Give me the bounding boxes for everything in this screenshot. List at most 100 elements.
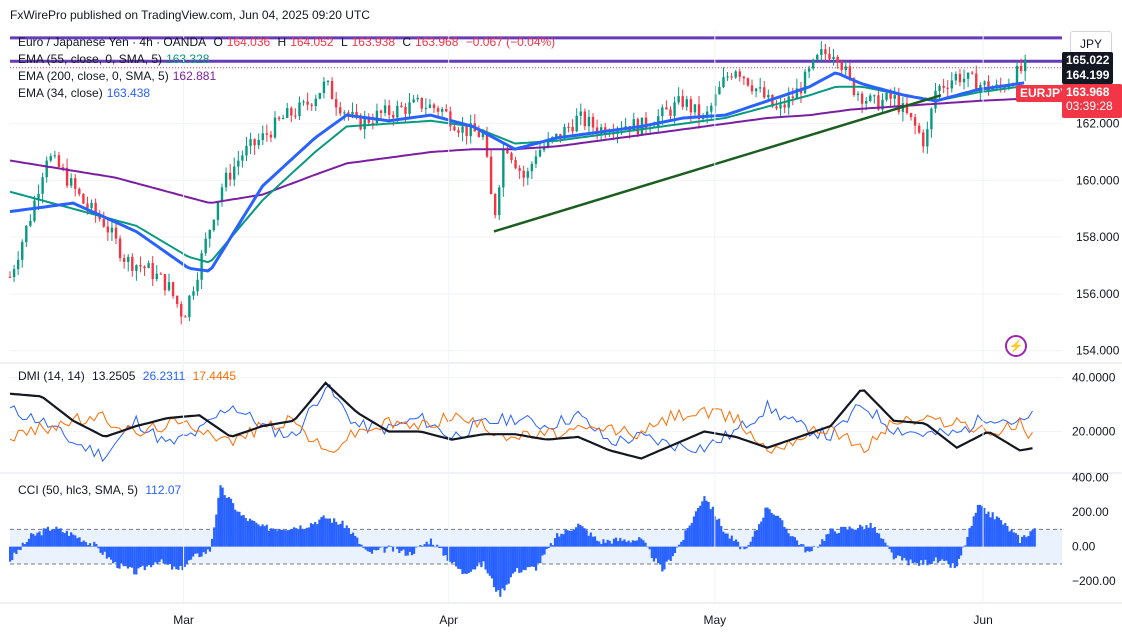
cci-bar (880, 538, 883, 547)
cci-bar (124, 546, 127, 567)
cci-bar (383, 546, 386, 553)
candle-body (538, 149, 542, 157)
cci-bar (768, 509, 771, 547)
cci-bar (259, 526, 262, 547)
symbol-tag: EURJPY (1016, 85, 1073, 102)
cci-bar (25, 541, 29, 547)
candle-body (893, 95, 896, 99)
cci-bar (678, 544, 681, 547)
cci-bar (486, 546, 489, 574)
cci-bar (646, 546, 649, 548)
cci-bar (718, 518, 721, 547)
cci-bar (51, 529, 54, 547)
cci-bar (806, 546, 809, 551)
cci-bar (816, 546, 820, 548)
candle-body (705, 111, 709, 116)
cci-legend[interactable]: CCI (50, hlc3, SMA, 5) 112.07 (18, 483, 182, 497)
candle-body (583, 111, 587, 127)
cci-bar (324, 518, 327, 547)
cci-bar (516, 546, 519, 569)
cci-bar (99, 546, 102, 553)
cci-bar (13, 546, 16, 553)
cci-bar (278, 529, 281, 547)
ema34-legend[interactable]: EMA (34, close) 163.438 (18, 86, 151, 100)
candle-body (188, 295, 191, 318)
cci-bar (791, 536, 794, 547)
price-tick-label: 156.000 (1076, 287, 1120, 301)
dmi-legend[interactable]: DMI (14, 14) 13.2505 26.2311 17.4445 (18, 369, 236, 383)
candle-body (595, 127, 599, 134)
candle-body (281, 117, 285, 120)
cci-bar (34, 535, 37, 547)
cci-bar (333, 518, 336, 547)
cci-bar (223, 495, 226, 547)
cci-bar (61, 532, 64, 547)
cci-bar (126, 546, 130, 569)
cci-bar (934, 546, 937, 558)
cci-bar (852, 529, 855, 547)
cci-bar (758, 524, 761, 547)
cci-bar (625, 541, 628, 547)
candle-body (208, 229, 211, 239)
cci-bar (688, 525, 691, 547)
cci-bar (593, 536, 597, 547)
cci-bar (166, 546, 169, 565)
cci-bar (539, 546, 542, 564)
cci-bar (196, 546, 199, 554)
candle-body (404, 106, 407, 114)
cci-bar (747, 544, 750, 547)
cci-bar (419, 545, 422, 547)
cci-bar (269, 528, 273, 547)
candle-body (824, 49, 827, 55)
candle-body (237, 160, 240, 167)
candle-body (689, 99, 693, 113)
cci-bar (457, 546, 460, 569)
candle-body (1007, 84, 1011, 89)
candle-body (864, 100, 868, 104)
cci-bar (924, 546, 927, 560)
candle-body (522, 170, 525, 178)
cci-bar (795, 540, 799, 547)
cci-bar (766, 507, 769, 547)
cci-bar (133, 546, 136, 575)
cci-bar (36, 532, 39, 547)
candle-body (261, 133, 264, 140)
bolt-icon[interactable]: ⚡ (1005, 335, 1027, 357)
cci-bar (705, 500, 708, 547)
candle-body (938, 85, 941, 91)
cci-bar (366, 546, 369, 552)
candle-body (718, 87, 721, 95)
candle-body (546, 139, 550, 147)
cci-bar (217, 497, 220, 547)
ema200-legend[interactable]: EMA (200, close, 0, SMA, 5) 162.881 (18, 69, 217, 83)
cci-bar (225, 497, 228, 547)
cci-bar (762, 517, 765, 547)
ema34-value: 163.438 (106, 86, 151, 100)
candle-body (750, 85, 754, 92)
candle-body (228, 172, 232, 180)
candle-body (392, 114, 395, 118)
candle-body (135, 265, 138, 271)
cci-bar (743, 546, 746, 550)
cci-bar (842, 526, 845, 547)
candle-body (294, 115, 297, 117)
ema55-legend[interactable]: EMA (55, close, 0, SMA, 5) 163.328 (18, 52, 210, 66)
cci-bar (617, 541, 620, 547)
cci-bar (423, 544, 426, 547)
time-tick-label: Jun (973, 613, 992, 627)
cci-bar (21, 542, 24, 547)
cci-bar (185, 546, 188, 564)
candle-body (16, 259, 20, 270)
cci-bar (810, 546, 813, 552)
candle-body (954, 73, 958, 81)
cci-bar (558, 536, 561, 547)
candle-body (579, 111, 582, 116)
cci-bar (856, 528, 860, 547)
cci-bar (328, 518, 332, 547)
cci-bar (242, 515, 245, 547)
candle-body (74, 178, 77, 189)
cci-bar (175, 546, 178, 570)
candle-body (811, 59, 815, 69)
cci-bar (59, 528, 62, 547)
